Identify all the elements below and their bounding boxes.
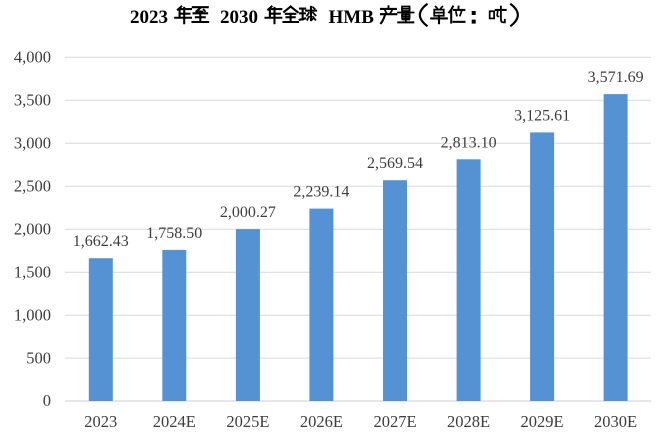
svg-text:2023: 2023 xyxy=(130,7,168,28)
svg-text:2029E: 2029E xyxy=(521,412,564,431)
svg-text:2030E: 2030E xyxy=(594,412,637,431)
svg-text:2028E: 2028E xyxy=(447,412,490,431)
svg-text:2,500: 2,500 xyxy=(14,176,51,195)
svg-text:HMB: HMB xyxy=(329,7,375,28)
svg-text:1,500: 1,500 xyxy=(14,262,51,281)
svg-text:1,000: 1,000 xyxy=(14,305,51,324)
svg-text:3,000: 3,000 xyxy=(14,134,51,153)
svg-text:2024E: 2024E xyxy=(153,412,196,431)
svg-text:3,571.69: 3,571.69 xyxy=(588,69,644,86)
svg-text:4,000: 4,000 xyxy=(14,48,51,67)
svg-text:2,000.27: 2,000.27 xyxy=(220,204,276,221)
svg-text:2027E: 2027E xyxy=(373,412,416,431)
svg-text:2,569.54: 2,569.54 xyxy=(367,155,423,172)
svg-text:2025E: 2025E xyxy=(226,412,269,431)
svg-text:2026E: 2026E xyxy=(300,412,343,431)
svg-text:2,000: 2,000 xyxy=(14,219,51,238)
svg-text:2030: 2030 xyxy=(220,7,258,28)
svg-text:1,662.43: 1,662.43 xyxy=(73,233,129,250)
svg-text:500: 500 xyxy=(26,348,51,367)
svg-text:1,758.50: 1,758.50 xyxy=(146,225,202,242)
svg-text:2,813.10: 2,813.10 xyxy=(441,134,497,151)
svg-text:2,239.14: 2,239.14 xyxy=(293,184,349,201)
svg-text:3,500: 3,500 xyxy=(14,91,51,110)
svg-text:2023: 2023 xyxy=(84,412,117,431)
svg-text:0: 0 xyxy=(43,391,51,410)
svg-text:3,125.61: 3,125.61 xyxy=(514,107,570,124)
